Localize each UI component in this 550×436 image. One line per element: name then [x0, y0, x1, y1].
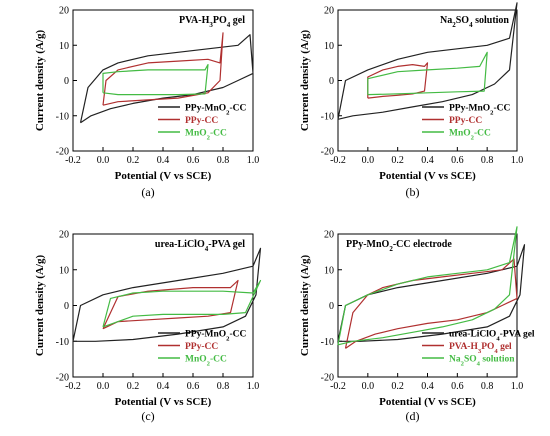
x-axis-label: Potential (V vs SCE)	[115, 170, 212, 182]
x-tick-label: 0.8	[217, 381, 230, 392]
x-tick-label: 0.6	[187, 155, 200, 166]
y-tick-label: -20	[321, 373, 334, 384]
x-tick-label: 0.4	[157, 155, 170, 166]
y-tick-label: 10	[324, 41, 334, 52]
panel-caption: (b)	[406, 185, 420, 199]
x-axis-label: Potential (V vs SCE)	[379, 170, 476, 182]
x-tick-label: 0.4	[421, 155, 434, 166]
legend-label: PPy-CC	[185, 116, 218, 126]
x-tick-label: 0.6	[451, 155, 464, 166]
x-tick-label: 1.0	[247, 155, 260, 166]
x-tick-label: 0.4	[421, 381, 434, 392]
legend-label: MnO2-CC	[185, 129, 227, 142]
x-tick-label: 0.0	[97, 155, 110, 166]
panel-caption: (a)	[141, 185, 154, 199]
y-tick-label: -10	[321, 337, 334, 348]
x-axis-label: Potential (V vs SCE)	[115, 396, 212, 408]
series-line-3	[102, 279, 262, 328]
y-tick-label: -20	[56, 147, 69, 158]
x-tick-label: -0.2	[330, 155, 346, 166]
x-tick-label: 1.0	[511, 381, 524, 392]
y-tick-label: -10	[56, 111, 69, 122]
series-line-2	[344, 258, 518, 349]
panel-title: PPy-MnO2-CC electrode	[346, 239, 452, 253]
x-tick-label: 0.6	[187, 381, 200, 392]
panel-caption: (d)	[406, 409, 420, 423]
x-tick-label: 0.0	[362, 381, 375, 392]
legend-label: MnO2-CC	[449, 129, 491, 142]
y-tick-label: 10	[324, 265, 334, 276]
x-tick-label: 0.0	[97, 381, 110, 392]
chart-panel-3: -0.2 0.0 0.2 0.4 0.6 0.8 1.0 20 10 0 -10 -20 Potenti…	[34, 230, 262, 423]
chart-panel-4: -0.2 0.0 0.2 0.4 0.6 0.8 1.0 20 10 0 -10 -20 Potenti…	[299, 226, 535, 423]
series-line-1	[337, 2, 518, 120]
y-tick-label: 20	[324, 6, 334, 17]
panel-title: PVA-H3PO4 gel	[179, 15, 245, 29]
y-tick-label: 10	[59, 41, 69, 52]
y-tick-label: -20	[321, 147, 334, 158]
x-tick-label: 0.2	[127, 155, 140, 166]
y-tick-label: -10	[321, 111, 334, 122]
x-tick-label: 0.8	[217, 155, 230, 166]
series-line-2	[102, 32, 224, 106]
y-tick-label: -20	[56, 373, 69, 384]
series-line-3	[367, 51, 488, 96]
x-tick-label: -0.2	[65, 381, 81, 392]
y-tick-label: 10	[59, 265, 69, 276]
y-axis-label: Current density (A/g)	[34, 255, 46, 357]
y-axis-label: Current density (A/g)	[299, 255, 311, 357]
series-line-2	[367, 62, 429, 99]
panel-title: urea-LiClO4-PVA gel	[155, 239, 245, 253]
legend-label: PPy-MnO2-CC	[185, 330, 247, 343]
panel-title: Na2SO4 solution	[440, 15, 509, 29]
y-tick-label: 20	[59, 6, 69, 17]
x-tick-label: 0.6	[451, 381, 464, 392]
series-line-1	[72, 247, 262, 342]
chart-panel-2: -0.2 0.0 0.2 0.4 0.6 0.8 1.0 20 10 0 -10 -20 Potenti…	[299, 2, 524, 199]
x-tick-label: 0.8	[481, 381, 494, 392]
y-tick-label: -10	[56, 337, 69, 348]
legend-label: PPy-CC	[449, 116, 482, 126]
x-tick-label: 0.2	[127, 381, 140, 392]
x-tick-label: 0.2	[391, 155, 404, 166]
x-tick-label: 1.0	[247, 381, 260, 392]
x-tick-label: 0.4	[157, 381, 170, 392]
series-line-3	[337, 226, 518, 346]
legend-label: MnO2-CC	[185, 355, 227, 368]
chart-panel-1: -0.2 0.0 0.2 0.4 0.6 0.8 1.0 20 10 0 -10 -20 Potenti…	[34, 6, 259, 200]
legend-label: PPy-CC	[185, 342, 218, 352]
y-tick-label: 20	[324, 230, 334, 241]
x-tick-label: -0.2	[65, 155, 81, 166]
y-tick-label: 0	[329, 76, 334, 87]
legend-label: PPy-MnO2-CC	[185, 104, 247, 117]
legend-label: urea-LiClO4-PVA gel	[449, 330, 535, 343]
x-tick-label: 0.8	[481, 155, 494, 166]
x-tick-label: -0.2	[330, 381, 346, 392]
x-tick-label: 0.2	[391, 381, 404, 392]
legend-label: PVA-H3PO4 gel	[449, 342, 512, 355]
y-tick-label: 20	[59, 230, 69, 241]
x-tick-label: 0.0	[362, 155, 375, 166]
y-tick-label: 0	[329, 301, 334, 312]
panel-caption: (c)	[141, 409, 154, 423]
series-line-1	[79, 34, 254, 124]
y-tick-label: 0	[64, 76, 69, 87]
x-axis-label: Potential (V vs SCE)	[379, 396, 476, 408]
series-line-3	[102, 63, 209, 96]
series-line-2	[102, 279, 239, 330]
y-tick-label: 0	[64, 301, 69, 312]
y-axis-label: Current density (A/g)	[299, 30, 311, 132]
legend-label: PPy-MnO2-CC	[449, 104, 511, 117]
y-axis-label: Current density (A/g)	[34, 30, 46, 132]
series-line-1	[337, 244, 526, 342]
x-tick-label: 1.0	[511, 155, 524, 166]
legend-label: Na2SO4 solution	[449, 355, 515, 368]
